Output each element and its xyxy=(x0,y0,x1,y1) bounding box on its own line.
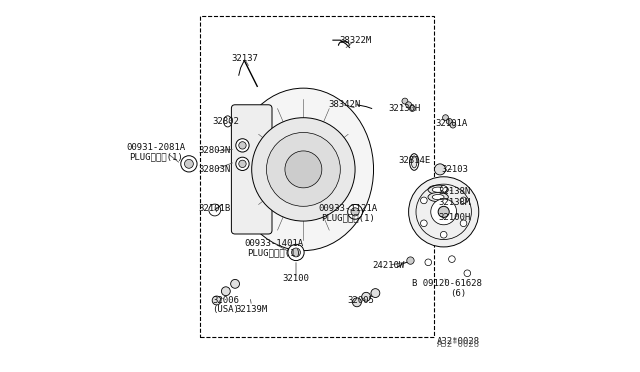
Circle shape xyxy=(440,231,447,238)
Text: 32130H: 32130H xyxy=(388,104,421,113)
Circle shape xyxy=(406,102,412,108)
Circle shape xyxy=(351,208,359,216)
Text: A32*0028: A32*0028 xyxy=(437,337,480,346)
Text: 32100H: 32100H xyxy=(438,213,471,222)
Text: 00933-1401A: 00933-1401A xyxy=(244,239,303,248)
Text: 38342N: 38342N xyxy=(328,100,360,109)
Circle shape xyxy=(239,142,246,149)
Text: 32814E: 32814E xyxy=(398,155,430,165)
Circle shape xyxy=(407,257,414,264)
Text: (6): (6) xyxy=(451,289,467,298)
Text: 32101A: 32101A xyxy=(435,119,467,128)
Circle shape xyxy=(443,115,449,121)
Ellipse shape xyxy=(412,156,417,168)
Circle shape xyxy=(435,164,445,175)
FancyBboxPatch shape xyxy=(232,105,272,234)
Circle shape xyxy=(362,292,371,301)
Circle shape xyxy=(236,157,249,170)
Circle shape xyxy=(285,151,322,188)
Circle shape xyxy=(410,106,415,112)
Circle shape xyxy=(181,156,197,172)
Ellipse shape xyxy=(432,195,444,200)
Circle shape xyxy=(184,160,193,168)
Circle shape xyxy=(425,259,431,266)
Text: 32101B: 32101B xyxy=(198,203,231,213)
Circle shape xyxy=(446,118,452,124)
Text: 24210W: 24210W xyxy=(372,261,404,270)
Ellipse shape xyxy=(223,116,232,127)
Text: 32005: 32005 xyxy=(347,296,374,305)
Circle shape xyxy=(460,220,467,227)
Circle shape xyxy=(464,270,470,276)
Bar xyxy=(200,16,435,337)
Circle shape xyxy=(408,177,479,247)
Circle shape xyxy=(440,186,447,192)
Circle shape xyxy=(450,122,456,128)
Circle shape xyxy=(431,199,456,225)
Circle shape xyxy=(236,139,249,152)
Circle shape xyxy=(371,289,380,298)
Text: 38322M: 38322M xyxy=(339,36,371,45)
Ellipse shape xyxy=(428,185,448,194)
Circle shape xyxy=(420,197,427,204)
Text: 00931-2081A: 00931-2081A xyxy=(126,143,185,152)
Circle shape xyxy=(252,118,355,221)
Circle shape xyxy=(209,204,221,216)
Ellipse shape xyxy=(428,192,448,202)
Circle shape xyxy=(402,98,408,104)
Text: 32139M: 32139M xyxy=(236,305,268,314)
Circle shape xyxy=(438,206,449,217)
Ellipse shape xyxy=(432,187,444,192)
Circle shape xyxy=(460,197,467,204)
Circle shape xyxy=(292,248,300,257)
Circle shape xyxy=(239,160,246,167)
Text: 32803N: 32803N xyxy=(198,147,231,155)
Text: PLUGプラグ(1): PLUGプラグ(1) xyxy=(129,153,182,162)
Text: 32100: 32100 xyxy=(283,274,309,283)
Text: B 09120-61628: B 09120-61628 xyxy=(412,279,483,288)
Text: (USA): (USA) xyxy=(212,305,239,314)
Circle shape xyxy=(221,287,230,296)
Text: 32137: 32137 xyxy=(231,54,258,63)
Text: 32138N: 32138N xyxy=(438,187,471,196)
Circle shape xyxy=(348,205,362,219)
Circle shape xyxy=(420,220,427,227)
Circle shape xyxy=(449,256,455,262)
Text: 32802: 32802 xyxy=(212,117,239,126)
Text: 32006: 32006 xyxy=(212,296,239,305)
Text: PLUGプラグ(1): PLUGプラグ(1) xyxy=(247,249,301,258)
Circle shape xyxy=(353,298,362,307)
Ellipse shape xyxy=(233,88,374,251)
Text: A32*0028: A32*0028 xyxy=(437,340,480,349)
Text: PLUGプラグ(1): PLUGプラグ(1) xyxy=(321,214,374,222)
Circle shape xyxy=(288,244,304,260)
Circle shape xyxy=(266,132,340,206)
Ellipse shape xyxy=(410,154,419,170)
Circle shape xyxy=(230,279,239,288)
Text: 32138M: 32138M xyxy=(438,198,471,207)
Text: 32803N: 32803N xyxy=(198,165,231,174)
Text: 32103: 32103 xyxy=(442,165,468,174)
Text: 00933-1121A: 00933-1121A xyxy=(318,203,377,213)
Circle shape xyxy=(212,296,221,305)
